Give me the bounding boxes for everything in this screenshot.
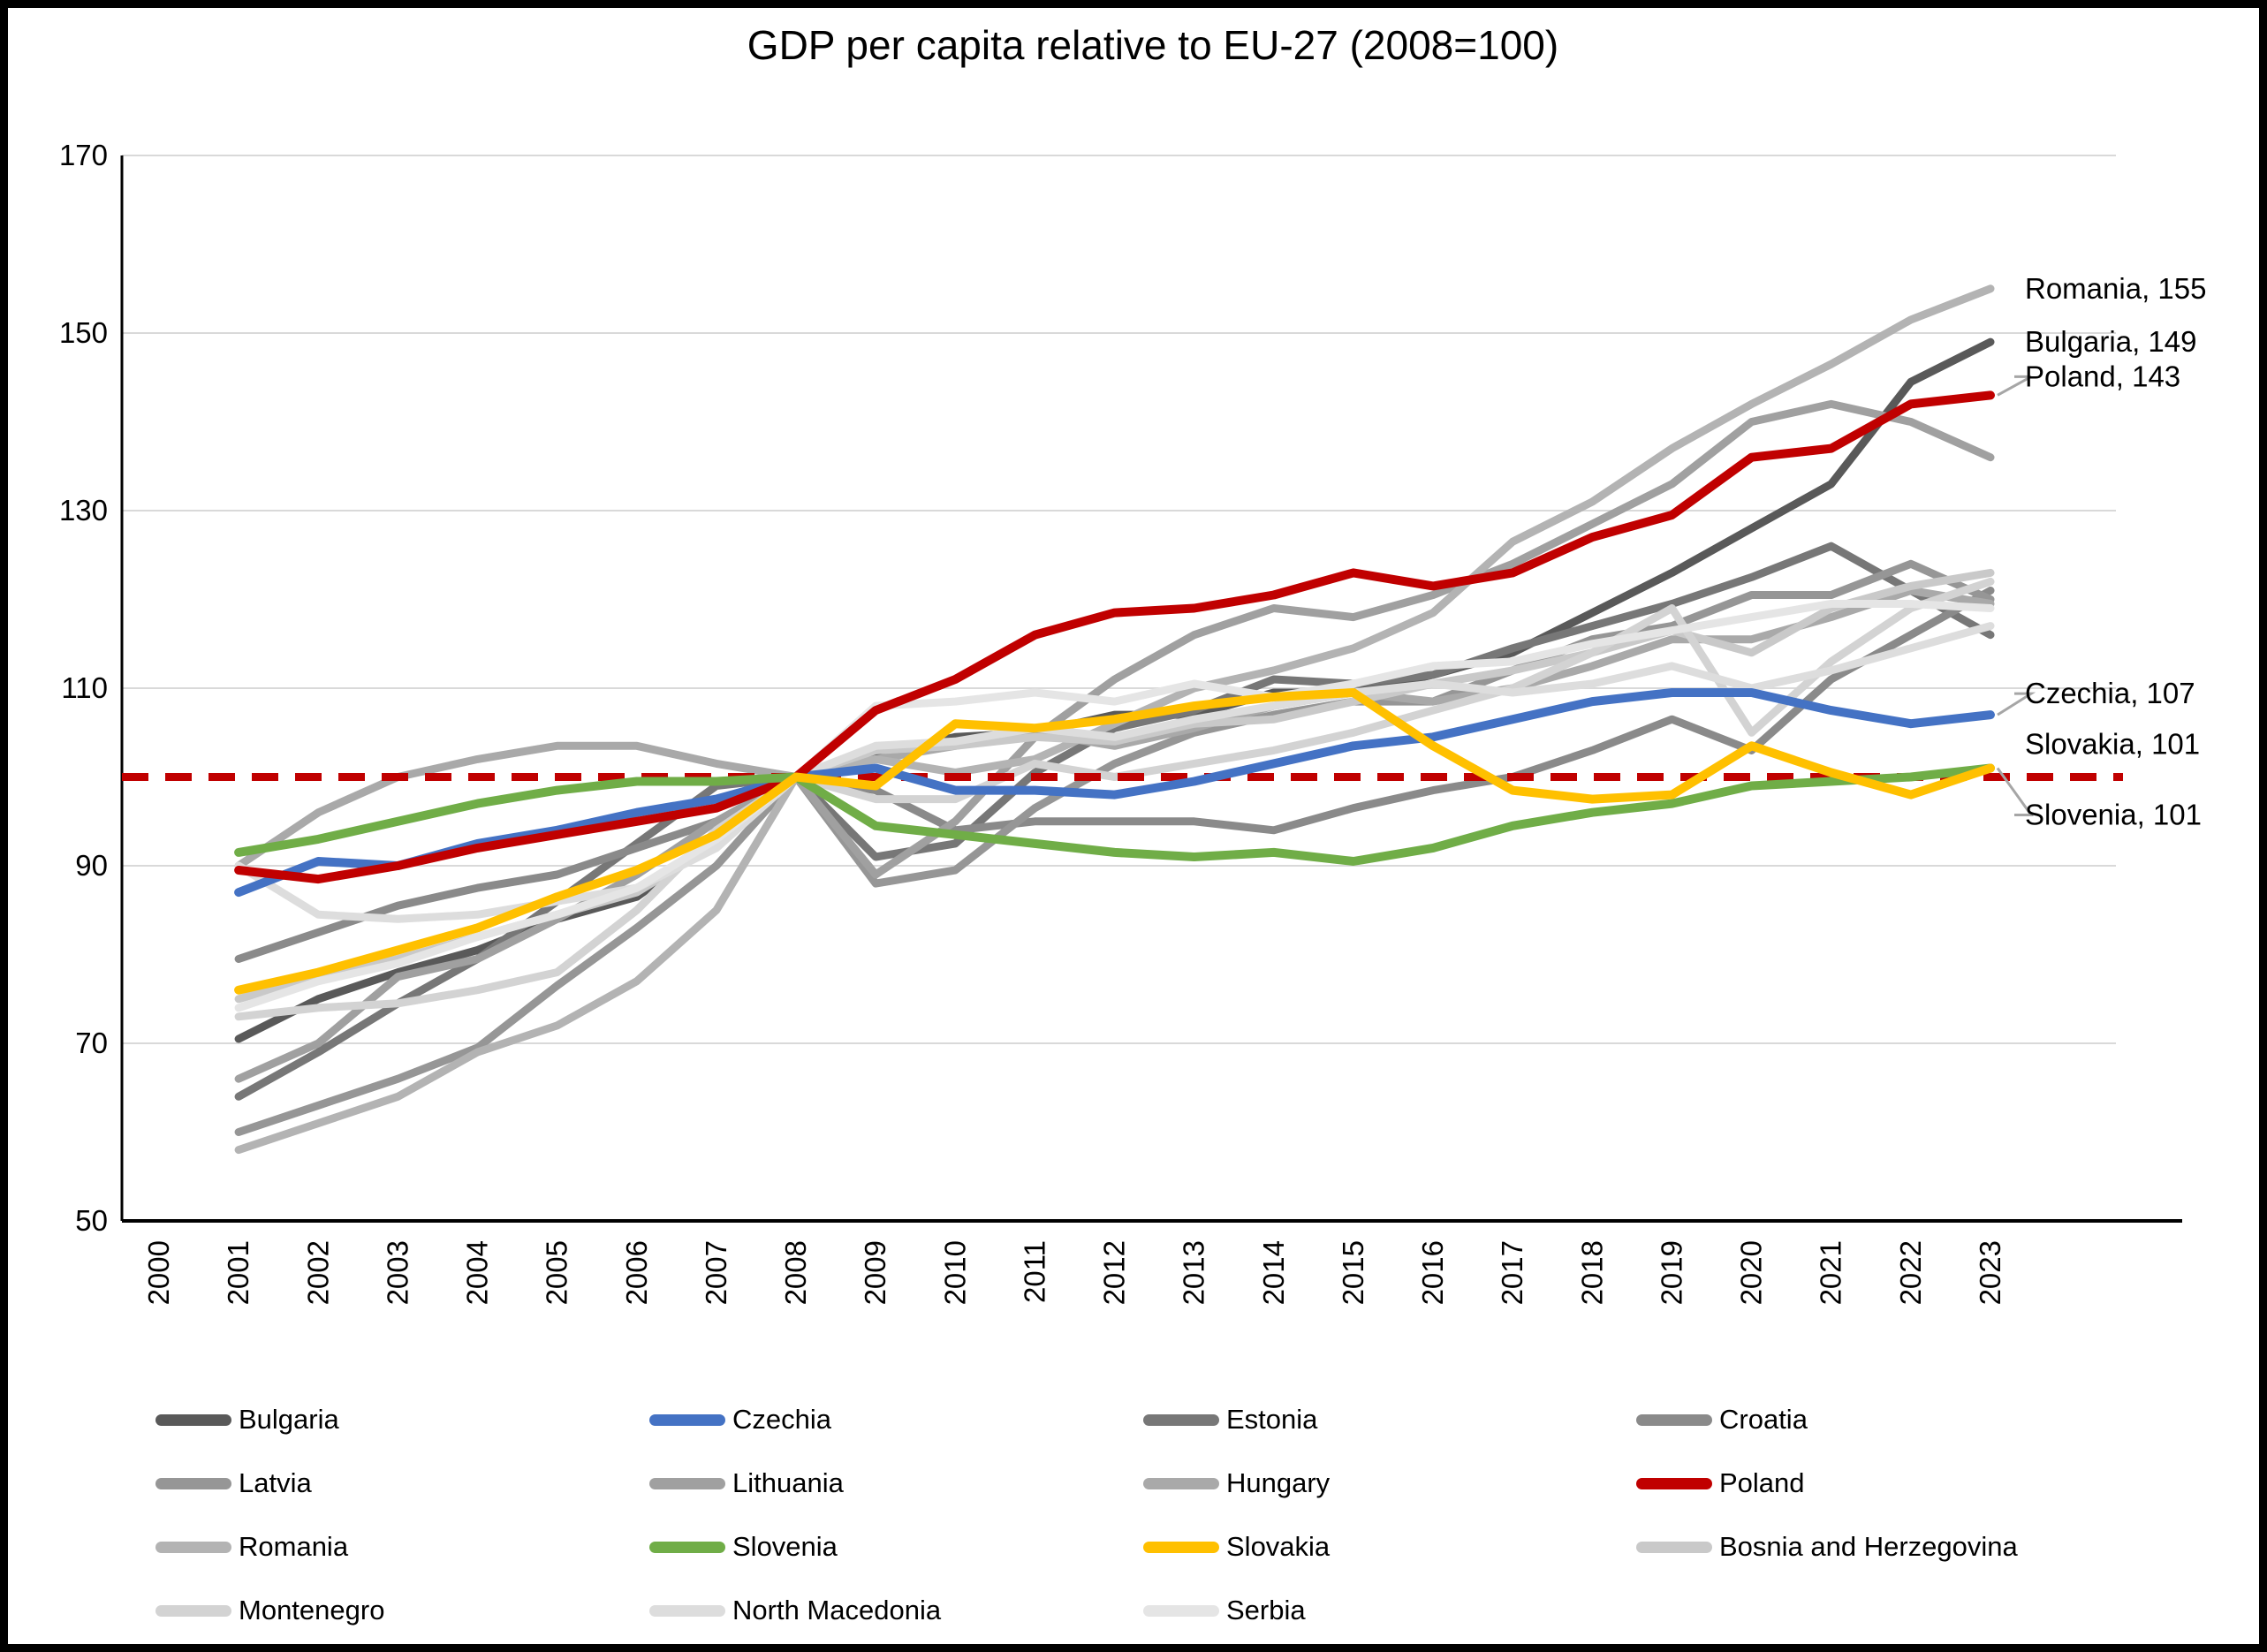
- legend-swatch-bulgaria: [155, 1413, 231, 1426]
- x-axis-label: 2008: [779, 1240, 812, 1305]
- legend-item-bulgaria: Bulgaria: [155, 1404, 339, 1436]
- legend-swatch-serbia: [1143, 1604, 1219, 1617]
- legend-label: Estonia: [1226, 1404, 1318, 1435]
- legend-swatch-estonia: [1143, 1413, 1219, 1426]
- legend-item-slovenia: Slovenia: [649, 1531, 838, 1563]
- series-lithuania: [234, 399, 1995, 1083]
- y-axis-label: 50: [75, 1204, 108, 1237]
- legend-swatch-montenegro: [155, 1604, 231, 1617]
- legend-label: Hungary: [1226, 1467, 1331, 1498]
- end-label-romania: Romania, 155: [2025, 272, 2206, 305]
- x-axis-label: 2004: [461, 1240, 494, 1305]
- y-axis-label: 130: [59, 494, 108, 527]
- legend-item-estonia: Estonia: [1143, 1404, 1317, 1436]
- legend-label: Serbia: [1226, 1595, 1306, 1625]
- series-serbia: [234, 600, 1995, 1012]
- x-axis-label: 2021: [1815, 1240, 1847, 1305]
- y-axis-label: 90: [75, 849, 108, 882]
- legend-label: Slovakia: [1226, 1531, 1331, 1562]
- legend-label: Czechia: [732, 1404, 831, 1435]
- y-axis-label: 110: [61, 671, 108, 704]
- legend-item-slovakia: Slovakia: [1143, 1531, 1330, 1563]
- end-label-slovenia: Slovenia, 101: [2025, 798, 2202, 830]
- series-poland: [234, 390, 1995, 884]
- legend-item-croatia: Croatia: [1636, 1404, 1808, 1436]
- legend-item-hungary: Hungary: [1143, 1467, 1330, 1499]
- legend-item-poland: Poland: [1636, 1467, 1805, 1499]
- legend-item-montenegro: Montenegro: [155, 1595, 384, 1626]
- y-axis-label: 70: [75, 1027, 108, 1059]
- end-label-czechia: Czechia, 107: [2025, 677, 2195, 709]
- x-axis-label: 2013: [1178, 1240, 1210, 1305]
- legend-label: Bulgaria: [239, 1404, 339, 1435]
- y-axis-label: 150: [59, 316, 108, 349]
- x-axis-label: 2017: [1496, 1240, 1528, 1305]
- x-axis-label: 2007: [700, 1240, 732, 1305]
- legend-swatch-bosnia-and-herzegovina: [1636, 1541, 1712, 1553]
- x-axis-label: 2019: [1655, 1240, 1687, 1305]
- legend-item-lithuania: Lithuania: [649, 1467, 844, 1499]
- x-axis-label: 2005: [541, 1240, 573, 1305]
- x-axis-label: 2003: [381, 1240, 413, 1305]
- leader-line-slovenia: [1996, 767, 2034, 816]
- leader-line-poland: [1997, 375, 2032, 397]
- legend-label: Latvia: [239, 1467, 312, 1498]
- legend-swatch-slovenia: [649, 1541, 725, 1553]
- legend-item-latvia: Latvia: [155, 1467, 312, 1499]
- legend-swatch-croatia: [1636, 1413, 1712, 1426]
- legend-label: Romania: [239, 1531, 349, 1562]
- legend-label: Poland: [1719, 1467, 1805, 1498]
- legend-item-bosnia-and-herzegovina: Bosnia and Herzegovina: [1636, 1531, 2018, 1563]
- x-axis-label: 2010: [938, 1240, 971, 1305]
- x-axis-label: 2002: [301, 1240, 334, 1305]
- x-axis-label: 2001: [222, 1240, 254, 1305]
- legend-item-czechia: Czechia: [649, 1404, 831, 1436]
- x-axis-label: 2022: [1894, 1240, 1927, 1305]
- end-label-poland: Poland, 143: [2025, 360, 2180, 392]
- y-axis-label: 170: [59, 139, 108, 171]
- series-latvia: [234, 559, 1995, 1136]
- legend-swatch-poland: [1636, 1477, 1712, 1489]
- series-croatia: [234, 587, 1995, 963]
- legend-item-north-macedonia: North Macedonia: [649, 1595, 941, 1626]
- x-axis-label: 2012: [1098, 1240, 1131, 1305]
- end-label-bulgaria: Bulgaria, 149: [2025, 325, 2196, 358]
- x-axis-label: 2006: [620, 1240, 653, 1305]
- legend-swatch-latvia: [155, 1477, 231, 1489]
- x-axis-label: 2015: [1337, 1240, 1369, 1305]
- legend-label: Croatia: [1719, 1404, 1808, 1435]
- series-montenegro: [234, 577, 1995, 1021]
- series-north-macedonia: [234, 622, 1995, 923]
- x-axis-label: 2020: [1735, 1240, 1768, 1305]
- series-slovakia: [234, 688, 1995, 995]
- x-axis-label: 2014: [1257, 1240, 1290, 1305]
- series-slovenia: [234, 763, 1995, 866]
- x-axis-label: 2018: [1575, 1240, 1608, 1305]
- legend-label: North Macedonia: [732, 1595, 942, 1625]
- legend-swatch-north-macedonia: [649, 1604, 725, 1617]
- end-label-slovakia: Slovakia, 101: [2025, 727, 2200, 760]
- x-axis-label: 2011: [1018, 1240, 1050, 1303]
- legend-label: Montenegro: [239, 1595, 385, 1625]
- x-axis-label: 2023: [1974, 1240, 2006, 1305]
- legend-swatch-lithuania: [649, 1477, 725, 1489]
- line-chart: 50 70 90 110 130 150 170 2000 2001 2002 2003 2004 20…: [59, 139, 2207, 1305]
- legend-swatch-hungary: [1143, 1477, 1219, 1489]
- legend-label: Slovenia: [732, 1531, 838, 1562]
- legend-item-romania: Romania: [155, 1531, 348, 1563]
- legend-item-serbia: Serbia: [1143, 1595, 1306, 1626]
- legend-swatch-slovakia: [1143, 1541, 1219, 1553]
- x-axis-label: 2016: [1416, 1240, 1449, 1305]
- legend-swatch-czechia: [649, 1413, 725, 1426]
- legend-label: Bosnia and Herzegovina: [1719, 1531, 2018, 1562]
- legend-label: Lithuania: [732, 1467, 844, 1498]
- x-axis-label: 2000: [142, 1240, 175, 1305]
- legend-swatch-romania: [155, 1541, 231, 1553]
- leader-line-czechia: [1997, 692, 2036, 716]
- x-axis-label: 2009: [859, 1240, 891, 1305]
- chart-title: GDP per capita relative to EU-27 (2008=1…: [747, 22, 1559, 68]
